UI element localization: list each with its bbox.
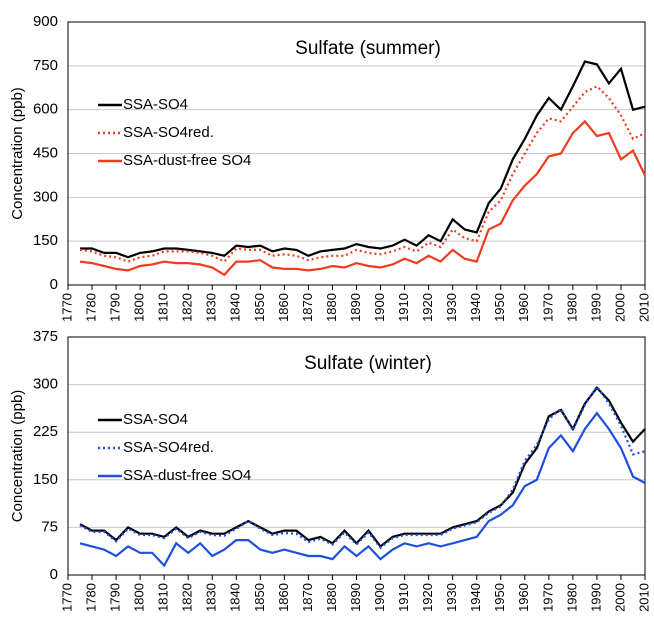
y-tick-label: 900: [33, 13, 58, 30]
x-tick-label: 1780: [83, 293, 98, 322]
x-tick-label: 1860: [276, 293, 291, 322]
x-tick-label: 1780: [83, 583, 98, 612]
x-tick-label: 1990: [588, 583, 603, 612]
x-tick-label: 1900: [372, 583, 387, 612]
legend-label: SSA-SO4red.: [123, 124, 214, 141]
y-tick-label: 0: [50, 276, 58, 293]
x-tick-label: 1960: [516, 293, 531, 322]
legend-label: SSA-SO4: [123, 411, 188, 428]
y-tick-label: 150: [33, 471, 58, 488]
x-tick-label: 1890: [348, 583, 363, 612]
x-tick-label: 1820: [180, 583, 195, 612]
x-tick-label: 1960: [516, 583, 531, 612]
x-tick-label: 1910: [396, 583, 411, 612]
x-tick-label: 1970: [540, 293, 555, 322]
x-tick-label: 1850: [252, 583, 267, 612]
x-tick-label: 1980: [564, 583, 579, 612]
x-tick-label: 1770: [59, 583, 74, 612]
x-tick-label: 1970: [540, 583, 555, 612]
x-tick-label: 1800: [132, 293, 147, 322]
x-tick-label: 2000: [612, 583, 627, 612]
series-line: [80, 60, 646, 259]
x-tick-label: 2010: [636, 293, 651, 322]
y-tick-label: 150: [33, 232, 58, 249]
x-tick-label: 2010: [636, 583, 651, 612]
y-tick-label: 375: [33, 328, 58, 345]
x-tick-label: 1880: [324, 583, 339, 612]
plot-frame: [67, 21, 646, 286]
y-tick-label: 225: [33, 423, 58, 440]
x-tick-label: 1940: [468, 293, 483, 322]
x-tick-label: 1940: [468, 583, 483, 612]
y-tick-label: 600: [33, 101, 58, 118]
x-tick-label: 1820: [180, 293, 195, 322]
x-tick-label: 1860: [276, 583, 291, 612]
series-line: [79, 119, 646, 277]
x-tick-label: 1930: [444, 293, 459, 322]
y-tick-label: 75: [41, 518, 58, 535]
y-tick-label: 300: [33, 188, 58, 205]
x-tick-label: 1880: [324, 293, 339, 322]
x-tick-label: 1870: [300, 583, 315, 612]
x-tick-label: 1980: [564, 293, 579, 322]
x-tick-label: 1840: [228, 293, 243, 322]
x-tick-label: 1920: [420, 293, 435, 322]
y-tick-label: 450: [33, 144, 58, 161]
x-tick-label: 1810: [156, 293, 171, 322]
y-axis-label: Concentration (ppb): [9, 87, 26, 220]
x-tick-label: 1770: [59, 293, 74, 322]
x-tick-label: 1950: [492, 583, 507, 612]
x-tick-label: 1840: [228, 583, 243, 612]
x-tick-label: 1850: [252, 293, 267, 322]
x-tick-label: 1790: [108, 583, 123, 612]
x-tick-label: 1870: [300, 293, 315, 322]
y-tick-label: 0: [50, 566, 58, 583]
y-tick-label: 300: [33, 376, 58, 393]
legend-label: SSA-SO4red.: [123, 439, 214, 456]
chart-title: Sulfate (summer): [295, 38, 441, 59]
y-tick-label: 750: [33, 57, 58, 74]
x-tick-label: 1800: [132, 583, 147, 612]
y-axis-label: Concentration (ppb): [9, 390, 26, 523]
x-tick-label: 1830: [204, 293, 219, 322]
legend-label: SSA-SO4: [123, 96, 188, 113]
chart-title: Sulfate (winter): [304, 353, 432, 374]
plot-frame: [67, 336, 646, 576]
x-tick-label: 1830: [204, 583, 219, 612]
x-tick-label: 1810: [156, 583, 171, 612]
x-tick-label: 1900: [372, 293, 387, 322]
x-tick-label: 1910: [396, 293, 411, 322]
legend-label: SSA-dust-free SO4: [123, 152, 251, 169]
series-line: [79, 84, 646, 263]
x-tick-label: 1950: [492, 293, 507, 322]
legend-label: SSA-dust-free SO4: [123, 467, 251, 484]
x-tick-label: 2000: [612, 293, 627, 322]
x-tick-label: 1990: [588, 293, 603, 322]
x-tick-label: 1930: [444, 583, 459, 612]
series-line: [79, 411, 646, 568]
x-tick-label: 1790: [108, 293, 123, 322]
x-tick-label: 1890: [348, 293, 363, 322]
x-tick-label: 1920: [420, 583, 435, 612]
